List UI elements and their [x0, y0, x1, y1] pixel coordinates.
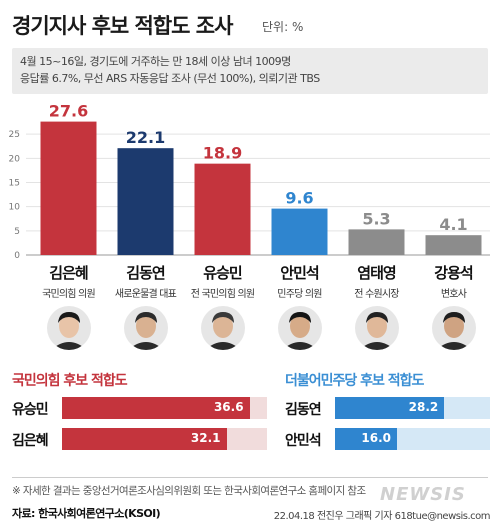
hbar-row: 안민석 16.0	[285, 428, 490, 450]
hbar-row: 김동연 28.2	[285, 397, 490, 419]
candidate-name: 김동연	[126, 264, 165, 282]
bar-value-label: 18.9	[203, 144, 242, 163]
bar-안민석	[271, 208, 328, 255]
unit-label: 단위: %	[262, 20, 304, 34]
footer-note: ※ 자세한 결과는 중앙선거여론조사심의위원회 또는 한국사회여론연구소 홈페이…	[12, 485, 366, 497]
survey-info-line-1: 4월 15~16일, 경기도에 거주하는 만 18세 이상 남녀 1009명	[20, 55, 291, 68]
hbar-label: 김동연	[285, 402, 322, 418]
candidate-role: 변호사	[440, 289, 467, 300]
hbar-row: 김은혜 32.1	[12, 428, 267, 450]
candidate-role: 민주당 의원	[277, 289, 322, 300]
candidate-photo	[123, 306, 168, 350]
y-tick-label: 20	[9, 154, 21, 164]
candidate-photo	[277, 306, 322, 350]
hbar-value: 16.0	[361, 431, 391, 445]
dp-section-title: 더불어민주당 후보 적합도	[285, 373, 424, 389]
candidate-name: 유승민	[203, 264, 242, 282]
hbar-track: 32.1	[62, 428, 267, 450]
hbar-fill: 32.1	[62, 428, 227, 450]
bar-value-label: 27.6	[49, 102, 88, 121]
bar-value-label: 22.1	[126, 128, 165, 147]
bar-value-label: 9.6	[285, 189, 313, 208]
hbar-value: 32.1	[190, 431, 221, 445]
hbar-value: 36.6	[213, 400, 244, 414]
candidate-photo	[46, 306, 91, 350]
hbar-value: 28.2	[408, 400, 439, 414]
hbar-fill: 36.6	[62, 397, 250, 419]
main-bar-chart: 0 5 10 15 20 25 27.6 22.1 18.9 9.6 5.3 4.1	[9, 102, 490, 260]
y-tick-label: 5	[14, 227, 20, 237]
source-label: 자료: 한국사회여론연구소(KSOI)	[12, 507, 161, 520]
candidate-name: 염태영	[357, 264, 396, 282]
hbar-track: 28.2	[335, 397, 490, 419]
candidate-role: 새로운물결 대표	[114, 289, 177, 300]
y-tick-label: 25	[9, 130, 20, 140]
hbar-label: 유승민	[12, 402, 49, 418]
bar-김동연	[117, 148, 174, 255]
bar-강용석	[425, 235, 482, 255]
hbar-label: 안민석	[285, 433, 322, 449]
bar-김은혜	[40, 121, 97, 255]
newsis-watermark: NEWSIS	[380, 484, 466, 505]
survey-info-line-2: 응답률 6.7%, 무선 ARS 자동응답 조사 (무선 100%), 의뢰기관…	[20, 72, 320, 85]
hbar-track: 16.0	[335, 428, 490, 450]
credit-label: 22.04.18 전진우 그래픽 기자 618tue@newsis.com	[273, 511, 491, 522]
candidate-photo	[200, 306, 245, 350]
y-tick-label: 10	[9, 203, 21, 213]
candidate-name: 안민석	[280, 264, 319, 282]
candidate-role: 전 수원시장	[354, 289, 399, 300]
candidate-photo	[354, 306, 399, 350]
hbar-fill: 28.2	[335, 397, 445, 419]
bar-유승민	[194, 163, 251, 255]
ppp-section-title: 국민의힘 후보 적합도	[12, 373, 128, 389]
y-tick-label: 15	[9, 179, 20, 189]
hbar-fill: 16.0	[335, 428, 397, 450]
footer-divider	[12, 477, 488, 478]
survey-info-box: 4월 15~16일, 경기도에 거주하는 만 18세 이상 남녀 1009명 응…	[12, 48, 488, 94]
hbar-label: 김은혜	[12, 433, 49, 449]
bar-value-label: 4.1	[439, 215, 467, 234]
y-tick-label: 0	[14, 251, 20, 260]
bar-염태영	[348, 229, 405, 255]
candidate-photo	[431, 306, 476, 350]
hbar-row: 유승민 36.6	[12, 397, 267, 419]
hbar-track: 36.6	[62, 397, 267, 419]
candidate-name: 강용석	[434, 264, 473, 282]
candidate-role: 전 국민의힘 의원	[190, 289, 255, 300]
bar-value-label: 5.3	[362, 209, 390, 228]
page-title: 경기지사 후보 적합도 조사	[12, 14, 233, 38]
candidate-name: 김은혜	[49, 264, 88, 282]
candidate-role: 국민의힘 의원	[42, 289, 96, 300]
